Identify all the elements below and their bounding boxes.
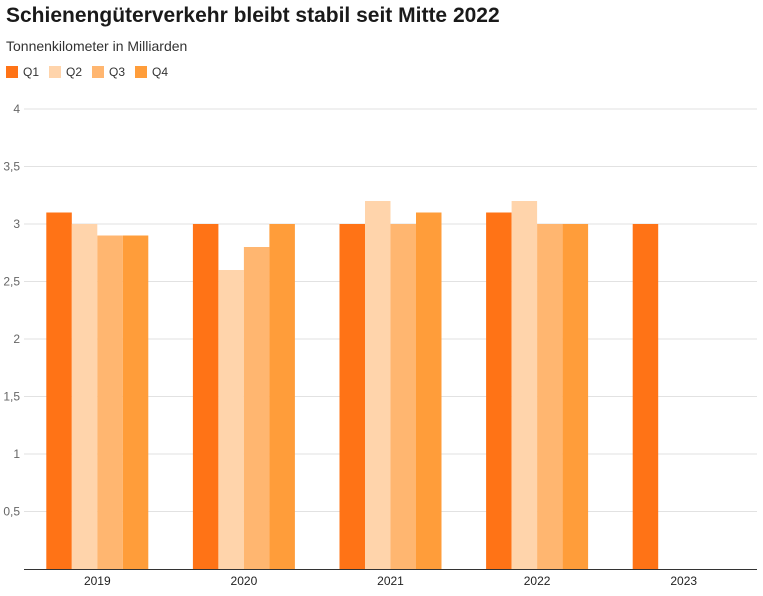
x-tick-label: 2021	[377, 574, 404, 588]
bar-q4-2022[interactable]	[562, 224, 589, 569]
bar-q4-2021[interactable]	[416, 212, 442, 570]
bar-q3-2022[interactable]	[537, 224, 563, 569]
bar-q2-2022[interactable]	[511, 201, 538, 569]
x-tick-label: 2022	[524, 574, 551, 588]
bar-q4-2020[interactable]	[269, 224, 295, 569]
x-tick-label: 2019	[84, 574, 111, 588]
y-tick-label: 2,5	[3, 275, 20, 289]
legend-item-q1[interactable]: Q1	[6, 65, 39, 79]
bar-q3-2020[interactable]	[243, 247, 270, 569]
y-tick-label: 4	[13, 102, 20, 116]
bar-q3-2021[interactable]	[390, 224, 417, 569]
bar-q3-2019[interactable]	[97, 235, 123, 570]
y-tick-label: 3	[13, 217, 20, 231]
x-tick-label: 2020	[231, 574, 258, 588]
legend-item-q4[interactable]: Q4	[135, 65, 168, 79]
bar-q1-2019[interactable]	[46, 212, 72, 570]
x-tick-label: 2023	[670, 574, 697, 588]
bar-q2-2019[interactable]	[71, 224, 98, 569]
bar-q2-2020[interactable]	[218, 270, 244, 569]
legend-label-q3: Q3	[109, 65, 126, 79]
legend-label-q4: Q4	[152, 65, 169, 79]
legend-swatch-q1	[6, 66, 18, 78]
bar-q1-2022[interactable]	[486, 212, 512, 570]
bar-q4-2019[interactable]	[122, 235, 149, 570]
legend-swatch-q2	[49, 66, 62, 78]
chart-title: Schienengüterverkehr bleibt stabil seit …	[6, 4, 500, 27]
legend-item-q3[interactable]: Q3	[92, 65, 125, 79]
bar-q2-2021[interactable]	[365, 201, 391, 569]
y-tick-label: 2	[13, 332, 20, 346]
bar-q1-2023[interactable]	[632, 224, 659, 569]
legend-item-q2[interactable]: Q2	[49, 65, 82, 79]
y-tick-label: 1,5	[3, 390, 20, 404]
y-tick-label: 0,5	[3, 505, 20, 519]
y-tick-label: 1	[13, 447, 20, 461]
chart-subtitle: Tonnenkilometer in Milliarden	[6, 38, 188, 54]
legend-label-q1: Q1	[23, 65, 40, 79]
legend-label-q2: Q2	[66, 65, 83, 79]
y-tick-label: 3,5	[3, 160, 20, 174]
legend-swatch-q3	[92, 66, 105, 78]
legend-swatch-q4	[135, 66, 148, 78]
bar-q1-2021[interactable]	[339, 224, 366, 569]
bar-q1-2020[interactable]	[192, 224, 219, 569]
legend: Q1 Q2 Q3 Q4	[6, 65, 178, 79]
